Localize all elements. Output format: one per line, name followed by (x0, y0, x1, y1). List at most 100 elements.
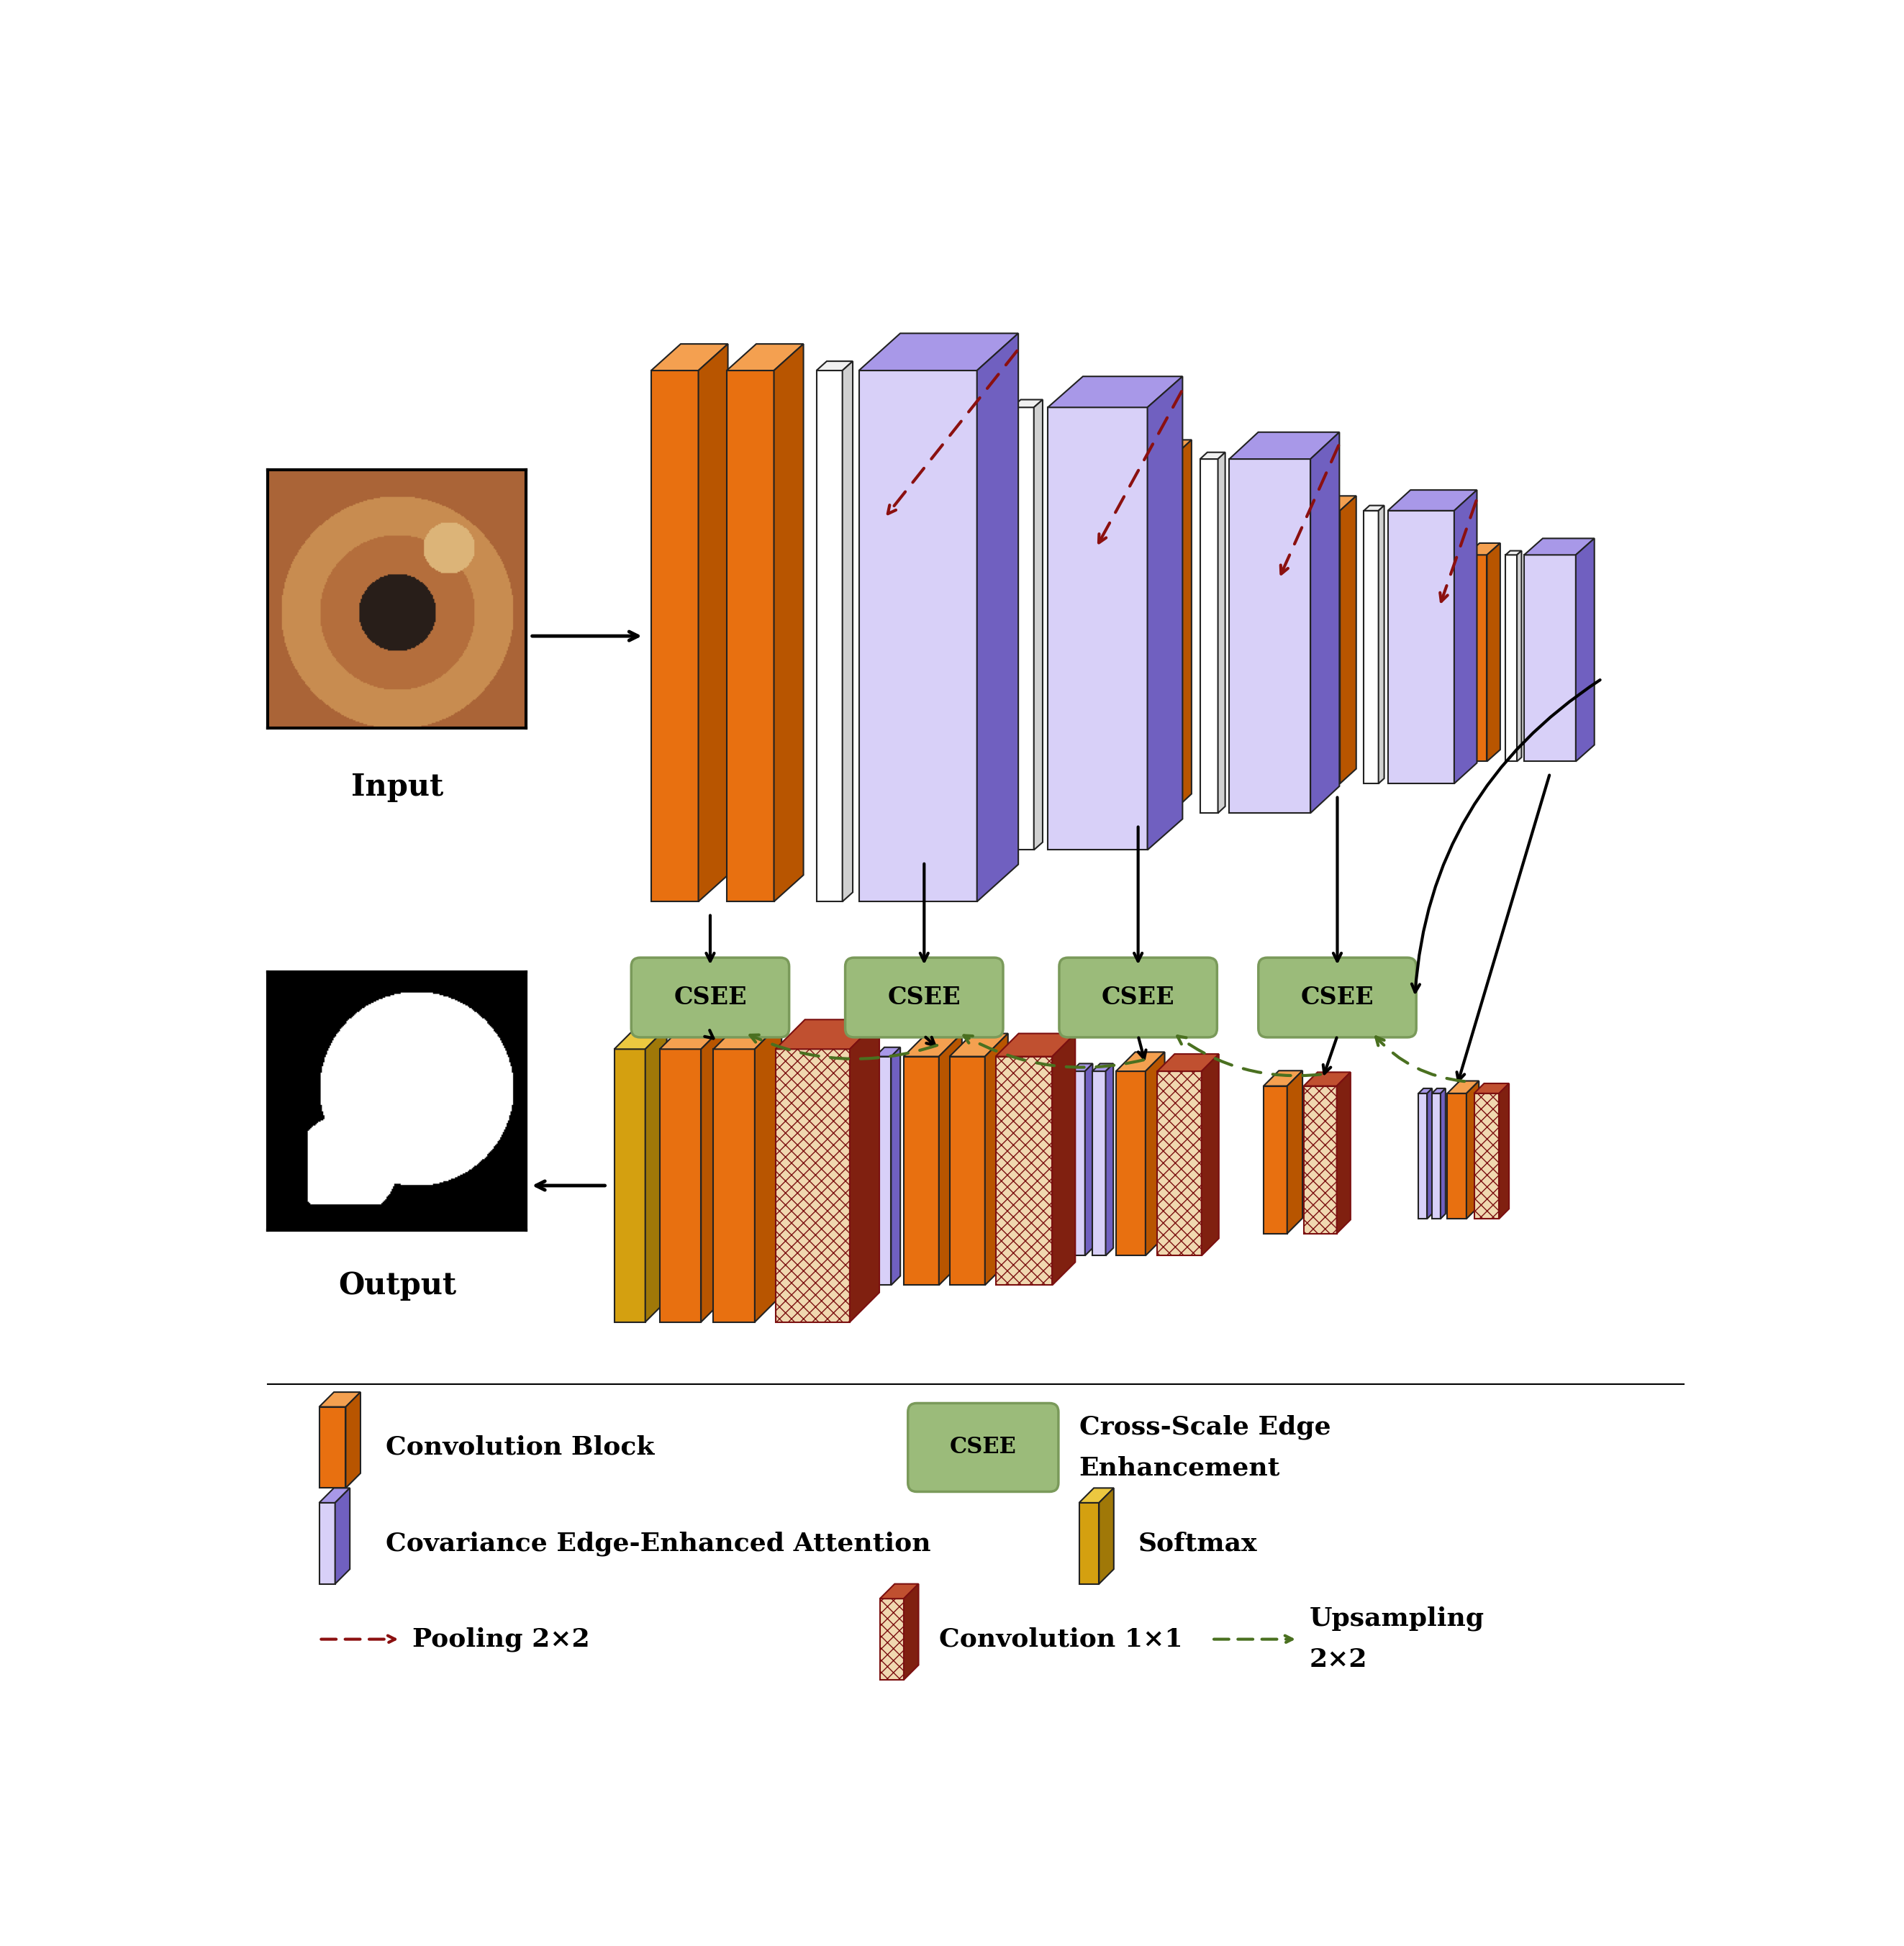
Polygon shape (1272, 510, 1297, 784)
Polygon shape (842, 362, 853, 901)
Polygon shape (1011, 399, 1043, 407)
Polygon shape (1072, 1064, 1093, 1070)
Polygon shape (1087, 459, 1120, 813)
Text: Pooling 2×2: Pooling 2×2 (411, 1627, 590, 1652)
Polygon shape (714, 1049, 754, 1321)
Polygon shape (1287, 1070, 1302, 1234)
Polygon shape (320, 1489, 350, 1502)
Polygon shape (1434, 543, 1468, 555)
Polygon shape (1340, 496, 1356, 784)
FancyBboxPatch shape (1259, 957, 1417, 1037)
FancyBboxPatch shape (1059, 957, 1217, 1037)
Polygon shape (699, 344, 727, 901)
Polygon shape (1230, 459, 1310, 813)
Text: Convolution Block: Convolution Block (385, 1436, 655, 1460)
Text: Output: Output (339, 1271, 457, 1300)
Polygon shape (1363, 510, 1378, 784)
Polygon shape (1434, 555, 1455, 761)
Polygon shape (320, 1407, 347, 1489)
Polygon shape (1466, 1080, 1479, 1218)
Text: Upsampling: Upsampling (1310, 1605, 1485, 1631)
Polygon shape (320, 1391, 360, 1407)
Polygon shape (1072, 1070, 1085, 1255)
Polygon shape (1099, 1489, 1114, 1584)
Polygon shape (996, 1057, 1053, 1284)
FancyBboxPatch shape (908, 1403, 1059, 1493)
Polygon shape (1087, 440, 1140, 459)
Polygon shape (1517, 551, 1521, 761)
Polygon shape (1034, 399, 1043, 850)
Polygon shape (1158, 1055, 1219, 1070)
Polygon shape (645, 1027, 666, 1321)
Polygon shape (876, 1057, 891, 1284)
Polygon shape (950, 1033, 1007, 1057)
Polygon shape (950, 1057, 984, 1284)
Polygon shape (1106, 1064, 1114, 1255)
Polygon shape (659, 1049, 701, 1321)
Polygon shape (1447, 1080, 1479, 1094)
Polygon shape (1219, 451, 1224, 813)
Polygon shape (1093, 1064, 1114, 1070)
Polygon shape (1314, 510, 1340, 784)
Polygon shape (996, 1033, 1076, 1057)
Polygon shape (1053, 1033, 1076, 1284)
Polygon shape (937, 385, 1002, 407)
Polygon shape (904, 1584, 918, 1679)
Polygon shape (1388, 490, 1478, 510)
Text: Convolution 1×1: Convolution 1×1 (939, 1627, 1182, 1652)
Polygon shape (701, 1022, 727, 1321)
Polygon shape (872, 385, 937, 407)
Polygon shape (773, 344, 803, 901)
Polygon shape (1432, 1094, 1441, 1218)
Polygon shape (1455, 543, 1468, 761)
Polygon shape (904, 1057, 939, 1284)
Polygon shape (1523, 555, 1577, 761)
Polygon shape (851, 1057, 866, 1284)
Polygon shape (1363, 506, 1384, 510)
Polygon shape (651, 344, 727, 370)
Polygon shape (727, 370, 773, 901)
Text: Softmax: Softmax (1139, 1532, 1257, 1555)
Polygon shape (1264, 1070, 1302, 1086)
FancyBboxPatch shape (632, 957, 788, 1037)
Text: CSEE: CSEE (1102, 985, 1175, 1010)
Polygon shape (977, 333, 1019, 901)
Polygon shape (1047, 376, 1182, 407)
Polygon shape (977, 385, 1002, 850)
Text: Input: Input (350, 773, 444, 802)
Polygon shape (1474, 1094, 1498, 1218)
Polygon shape (754, 1022, 783, 1321)
Text: CSEE: CSEE (887, 985, 962, 1010)
Text: Cross-Scale Edge: Cross-Scale Edge (1080, 1415, 1331, 1440)
Polygon shape (320, 1502, 335, 1584)
Polygon shape (817, 362, 853, 370)
Polygon shape (1523, 539, 1594, 555)
Polygon shape (866, 1047, 876, 1284)
Polygon shape (1230, 432, 1339, 459)
Polygon shape (1378, 506, 1384, 784)
Polygon shape (1120, 440, 1140, 813)
Polygon shape (1080, 1502, 1099, 1584)
Polygon shape (1418, 1094, 1428, 1218)
Polygon shape (891, 1047, 901, 1284)
Polygon shape (1310, 432, 1339, 813)
Polygon shape (1474, 1084, 1510, 1094)
Polygon shape (727, 344, 803, 370)
Polygon shape (1577, 539, 1594, 761)
Polygon shape (1158, 1070, 1201, 1255)
Polygon shape (1148, 376, 1182, 850)
Polygon shape (1080, 1489, 1114, 1502)
Polygon shape (1455, 490, 1478, 784)
Polygon shape (659, 1022, 727, 1049)
Polygon shape (615, 1049, 645, 1321)
Polygon shape (939, 1033, 962, 1284)
Polygon shape (1304, 1086, 1337, 1234)
Polygon shape (1264, 1086, 1287, 1234)
Polygon shape (1171, 440, 1192, 813)
Polygon shape (1304, 1072, 1350, 1086)
Polygon shape (335, 1489, 350, 1584)
Polygon shape (1498, 1084, 1510, 1218)
Polygon shape (1388, 510, 1455, 784)
Polygon shape (1200, 451, 1224, 459)
Polygon shape (1447, 1094, 1466, 1218)
